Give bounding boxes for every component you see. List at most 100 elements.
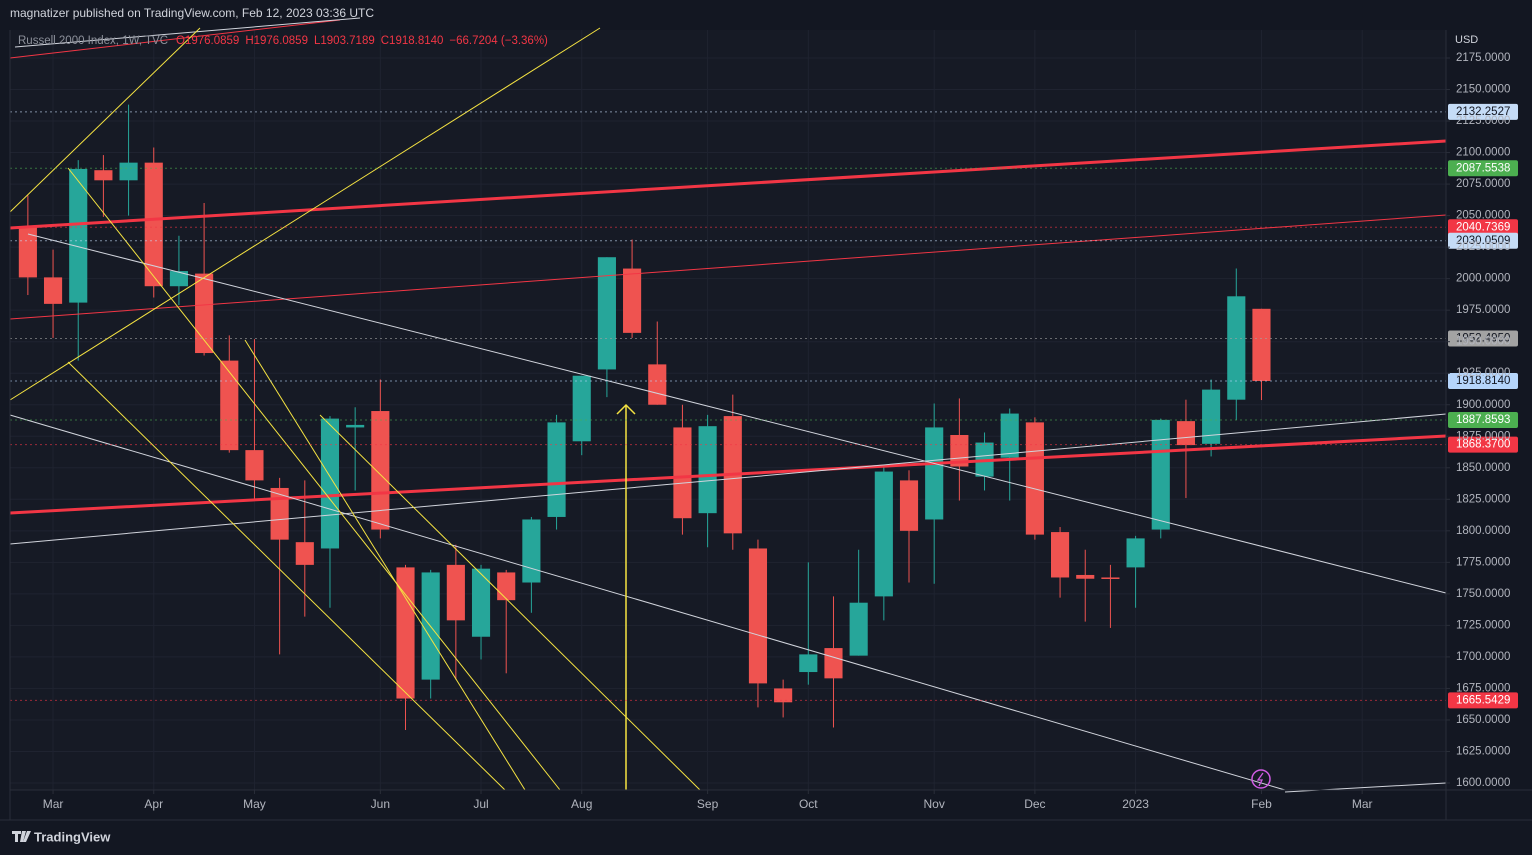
- candle-body: [1050, 532, 1070, 578]
- trend-line: [9, 139, 1447, 230]
- candle-body: [1227, 296, 1246, 400]
- candle-body: [925, 427, 944, 520]
- price-marker-label: 2132.2527: [1456, 106, 1510, 118]
- candle-body: [144, 162, 163, 287]
- candle-body: [320, 418, 340, 549]
- legend-value: O1976.0859: [176, 35, 239, 47]
- candle-body: [43, 277, 63, 304]
- candle-body: [648, 364, 667, 405]
- candle-body: [245, 450, 264, 481]
- x-tick-label: Oct: [799, 797, 818, 811]
- trend-line: [9, 19, 341, 59]
- x-tick-label: Nov: [924, 797, 945, 811]
- candle-body: [1126, 538, 1145, 568]
- arrow-head: [616, 403, 636, 415]
- currency: USD: [1455, 34, 1478, 46]
- x-tick-label: Dec: [1024, 797, 1045, 811]
- candle-body: [169, 271, 188, 287]
- y-tick-label: 1900.0000: [1456, 399, 1510, 411]
- trend-line: [9, 413, 1447, 545]
- candle-body: [1202, 389, 1221, 444]
- y-tick-label: 1875.0000: [1456, 430, 1510, 442]
- event-bolt: [1256, 772, 1264, 787]
- y-tick-label: 1700.0000: [1456, 651, 1510, 663]
- candle-body: [69, 168, 88, 303]
- logo: [12, 831, 31, 842]
- y-tick-label: 1675.0000: [1456, 682, 1510, 694]
- candle-body: [799, 654, 818, 673]
- candle-body: [849, 602, 868, 656]
- price-marker-label: 2030.0509: [1456, 235, 1510, 247]
- price-marker-label: 1918.8140: [1456, 375, 1510, 387]
- price-marker: [1448, 373, 1518, 390]
- candle-body: [195, 273, 214, 354]
- candle-body: [1000, 413, 1019, 458]
- price-marker: [1448, 436, 1518, 453]
- y-tick-label: 1775.0000: [1456, 556, 1510, 568]
- candle-body: [446, 564, 465, 621]
- candle-body: [1025, 422, 1044, 535]
- trend-line: [9, 414, 1286, 791]
- candle-body: [270, 487, 289, 540]
- candle-body: [119, 162, 138, 181]
- y-tick-label: 1800.0000: [1456, 525, 1510, 537]
- candle-body: [547, 422, 566, 517]
- candle-body: [748, 548, 768, 684]
- price-marker-label: 2040.7369: [1456, 221, 1510, 233]
- candle-body: [698, 426, 717, 514]
- price-marker: [1448, 219, 1518, 236]
- trend-line: [67, 361, 506, 791]
- candle-body: [346, 424, 365, 428]
- axes: 1600.0000 1625.0000 1650.0000 1675.0000 1700…: [43, 52, 1511, 811]
- ohlc-legend: O1976.0859 H1976.0859 L1903.7189 C1918.8140…: [176, 35, 548, 47]
- candle-body: [1101, 577, 1120, 579]
- trend-line: [9, 434, 1447, 515]
- candle-body: [874, 471, 893, 597]
- candle-body: [18, 226, 37, 278]
- price-marker-label: 1887.8593: [1456, 414, 1510, 426]
- x-tick-label: Aug: [571, 797, 592, 811]
- brand: TradingView: [34, 829, 111, 844]
- y-tick-label: 1825.0000: [1456, 493, 1510, 505]
- price-marker: [1448, 160, 1518, 177]
- x-tick-label: Mar: [1352, 797, 1373, 811]
- x-tick-label: Feb: [1251, 797, 1272, 811]
- candle-body: [899, 480, 919, 531]
- candle-body: [1076, 574, 1095, 579]
- y-tick-label: 1850.0000: [1456, 462, 1510, 474]
- price-marker-label: 1665.5429: [1456, 694, 1510, 706]
- price-marker: [1448, 692, 1518, 709]
- candle-body: [623, 268, 642, 333]
- y-tick-label: 2075.0000: [1456, 178, 1510, 190]
- legend-value: L1903.7189: [314, 35, 375, 47]
- y-tick-label: 2150.0000: [1456, 84, 1510, 96]
- x-tick-label: Apr: [144, 797, 163, 811]
- y-tick-label: 2100.0000: [1456, 147, 1510, 159]
- x-tick-label: Jul: [473, 797, 488, 811]
- y-tick-label: 1650.0000: [1456, 714, 1510, 726]
- candle-body: [597, 257, 616, 370]
- trend-line: [9, 214, 1447, 320]
- price-marker: [1448, 330, 1518, 347]
- price-markers: 2132.2527 2087.5538 2040.7369 2030.0509 1952…: [10, 103, 1518, 709]
- x-tick-label: Mar: [43, 797, 64, 811]
- candle-body: [94, 170, 113, 181]
- candles: [18, 104, 1271, 731]
- legend-value: −66.7204 (−3.36%): [449, 35, 548, 47]
- x-tick-label: 2023: [1122, 797, 1149, 811]
- y-tick-label: 2125.0000: [1456, 115, 1510, 127]
- trend-line: [244, 339, 526, 791]
- y-tick-label: 1600.0000: [1456, 777, 1510, 789]
- trend-line: [9, 27, 601, 401]
- event-icon[interactable]: [1251, 769, 1271, 789]
- y-tick-label: 1750.0000: [1456, 588, 1510, 600]
- price-marker-label: 2087.5538: [1456, 162, 1510, 174]
- price-marker: [1448, 412, 1518, 429]
- price-marker-label: 1952.4950: [1456, 333, 1510, 345]
- y-tick-label: 2175.0000: [1456, 52, 1510, 64]
- candle-body: [1176, 421, 1196, 446]
- price-marker-label: 1868.3700: [1456, 439, 1510, 451]
- legend-value: H1976.0859: [245, 35, 308, 47]
- y-tick-label: 2025.0000: [1456, 241, 1510, 253]
